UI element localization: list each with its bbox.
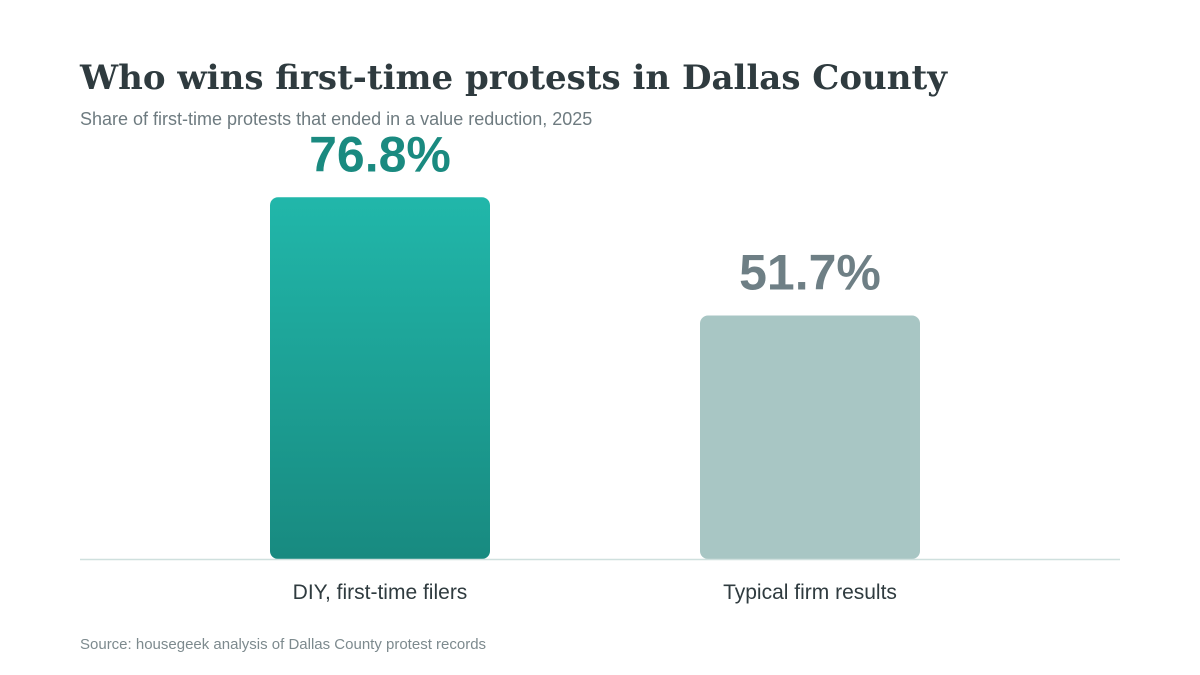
category-label: Typical firm results (723, 581, 897, 604)
data-label: 51.7% (739, 244, 881, 300)
chart-subtitle: Share of first-time protests that ended … (80, 109, 593, 129)
category-label: DIY, first-time filers (293, 581, 468, 604)
chart-title: Who wins first-time protests in Dallas C… (80, 58, 947, 98)
source-note: Source: housegeek analysis of Dallas Cou… (80, 636, 487, 653)
data-label: 76.8% (309, 126, 451, 182)
bar-diy-first-time-filers (270, 197, 490, 559)
bar-typical-firm-results (700, 315, 920, 559)
